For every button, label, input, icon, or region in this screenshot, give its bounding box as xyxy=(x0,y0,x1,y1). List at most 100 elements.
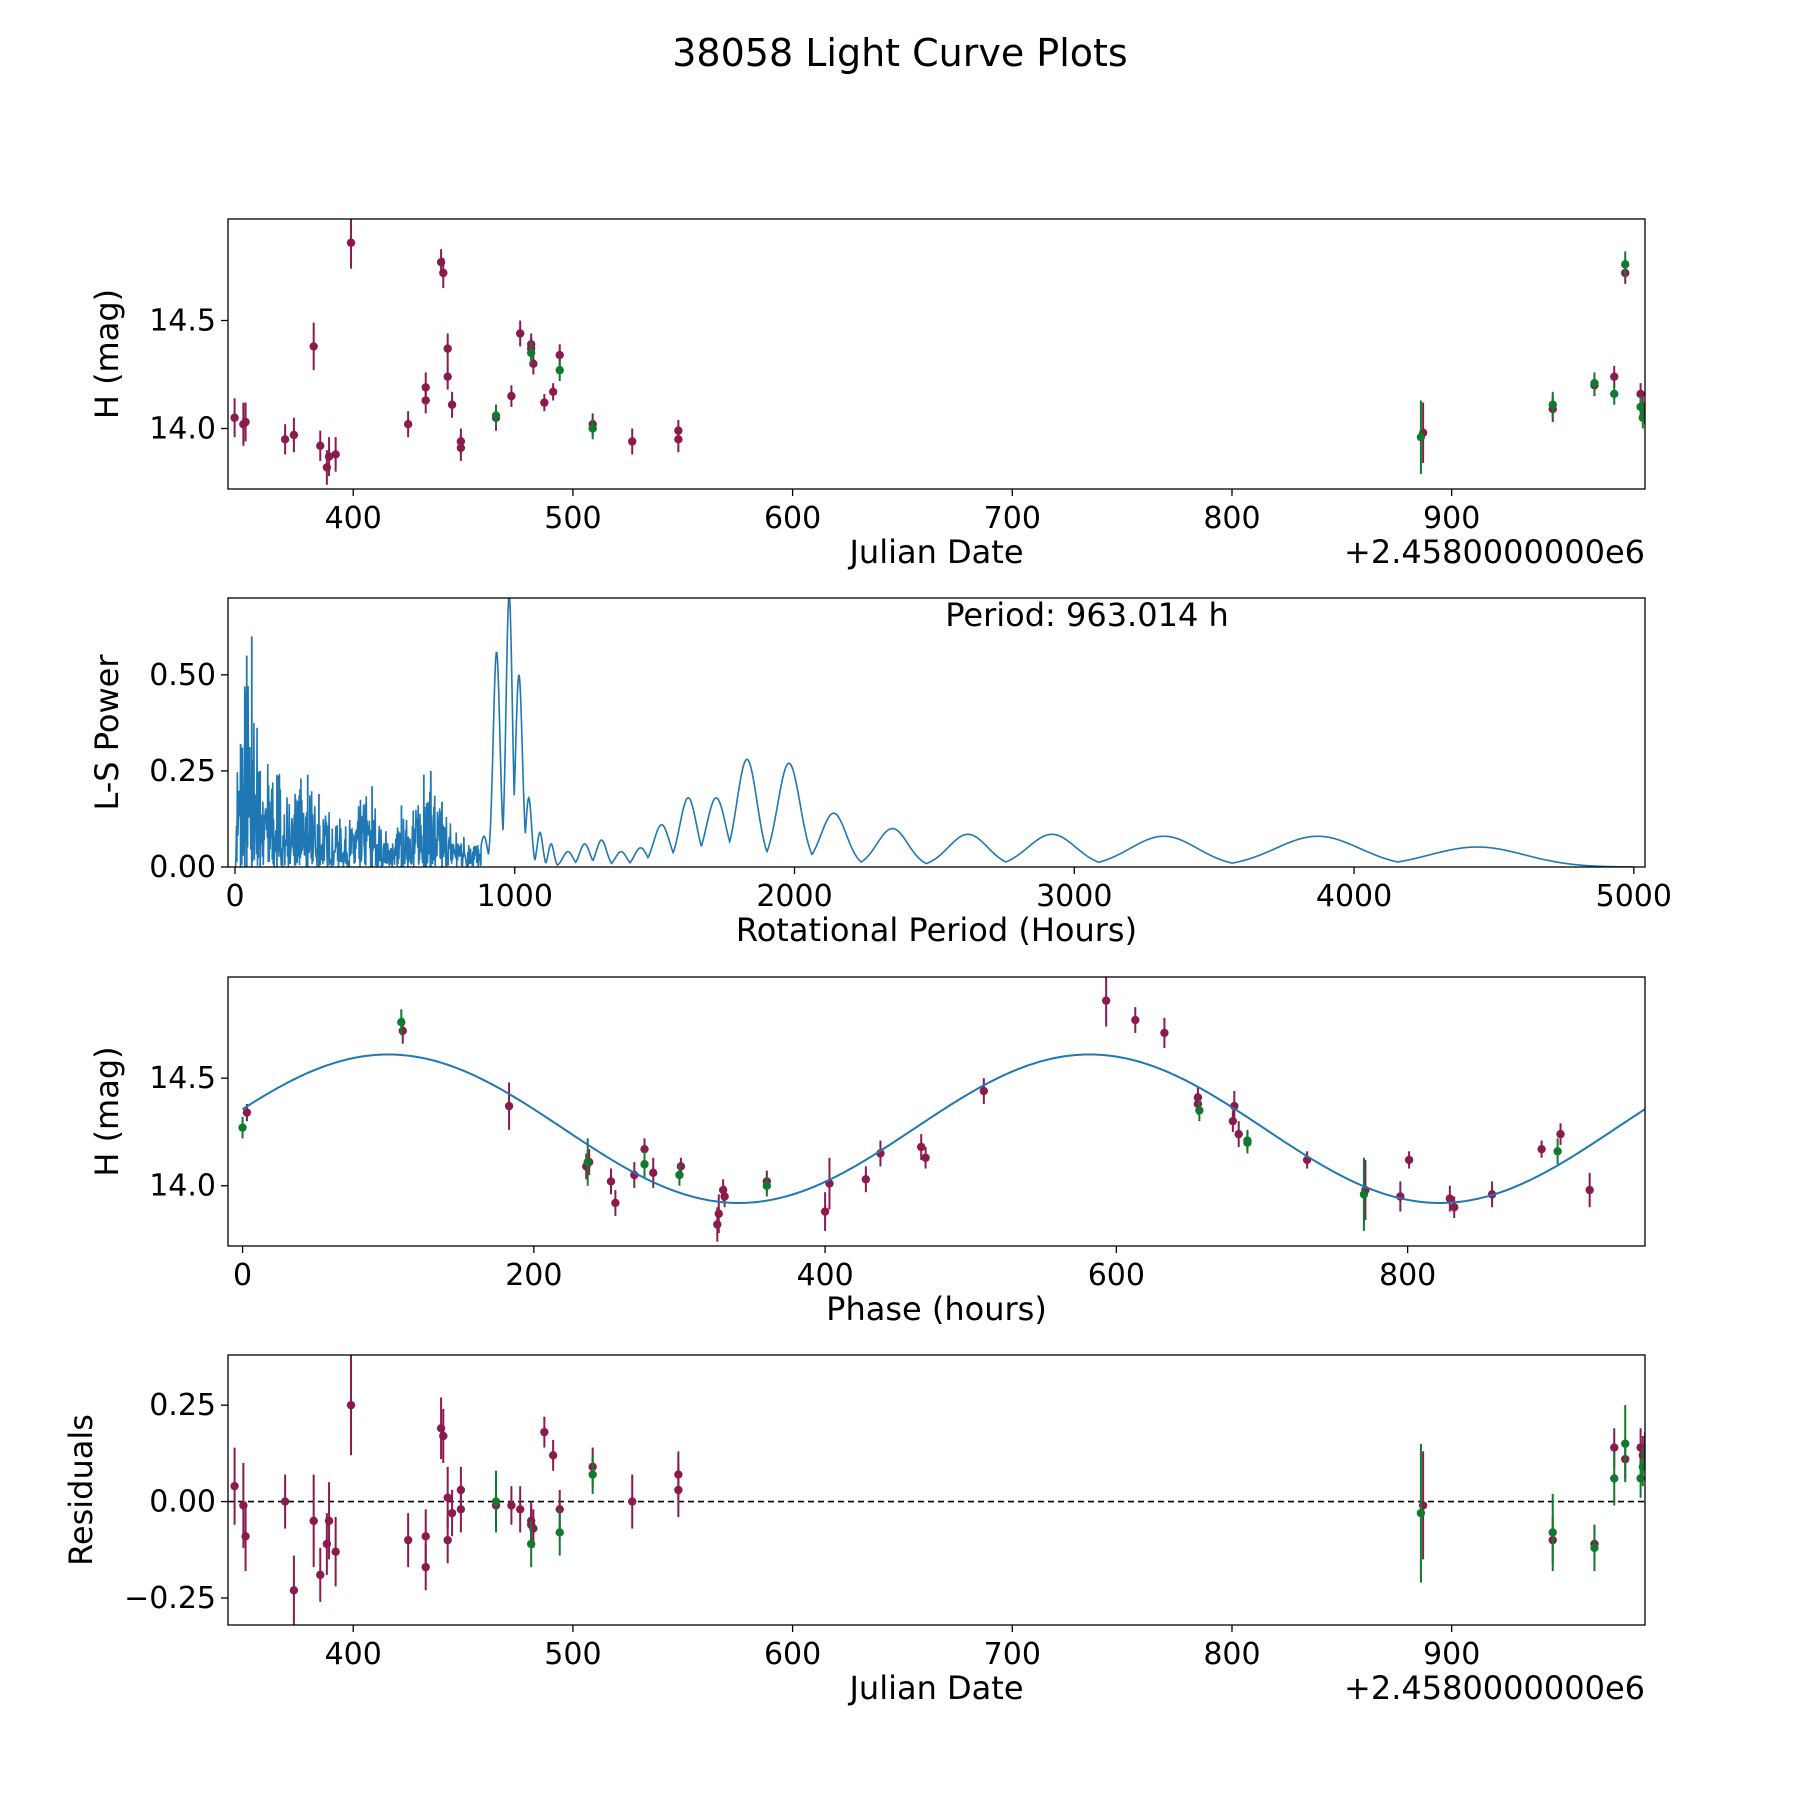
x-axis-label: Phase (hours) xyxy=(826,1290,1047,1328)
data-point xyxy=(762,1181,772,1190)
y-axis-label: H (mag) xyxy=(88,1046,126,1176)
y-tick-label: 0.25 xyxy=(149,754,216,789)
y-tick-label: 14.0 xyxy=(149,1169,216,1204)
data-point xyxy=(674,426,683,435)
data-point xyxy=(309,342,318,351)
x-tick-label: 5000 xyxy=(1596,879,1672,914)
data-point xyxy=(1610,1443,1619,1452)
data-point xyxy=(1621,1439,1630,1448)
data-point xyxy=(606,1177,616,1186)
data-point xyxy=(640,1144,649,1154)
data-point xyxy=(1450,1203,1459,1212)
period-annotation: Period: 963.014 h xyxy=(945,596,1229,634)
periodogram-panel: 0 1000 2000 3000 4000 5000 0.00 0.25 0.50 Rotatio… xyxy=(88,596,1672,949)
data-point xyxy=(491,1497,501,1506)
data-point xyxy=(588,1470,597,1479)
lightcurve-panel: 400 500 600 700 800 900 14.0 14.5 Julian Date H (… xyxy=(88,218,1646,571)
data-point xyxy=(324,1516,334,1526)
lightcurve-plot-area xyxy=(230,219,1645,485)
data-point xyxy=(1636,389,1645,399)
data-point xyxy=(1610,389,1619,399)
x-axis-label: Rotational Period (Hours) xyxy=(736,911,1137,949)
data-point xyxy=(548,1451,558,1460)
data-point xyxy=(820,1207,830,1216)
data-point xyxy=(540,1427,549,1437)
x-tick-label: 400 xyxy=(325,501,382,536)
data-point xyxy=(346,238,356,247)
data-point xyxy=(515,329,525,338)
y-tick-label: 14.5 xyxy=(149,1061,216,1096)
data-point xyxy=(515,1505,525,1514)
x-tick-label: 700 xyxy=(984,501,1041,536)
data-point xyxy=(309,1516,318,1526)
data-point xyxy=(526,348,536,358)
data-point xyxy=(447,1508,457,1518)
x-tick-label: 600 xyxy=(1088,1258,1145,1293)
data-point xyxy=(280,435,290,444)
data-point xyxy=(324,452,334,461)
residuals-axes-frame xyxy=(227,1354,1646,1626)
data-point xyxy=(456,437,466,446)
phased-series-2 xyxy=(238,1009,1562,1231)
x-tick-label: 400 xyxy=(325,1637,382,1672)
x-tick-label: 600 xyxy=(764,501,821,536)
data-point xyxy=(507,391,516,401)
data-point xyxy=(316,1570,325,1580)
data-point xyxy=(628,437,637,446)
x-tick-label: 2000 xyxy=(756,879,832,914)
data-point xyxy=(403,1535,413,1545)
data-point xyxy=(331,450,340,459)
data-point xyxy=(1101,996,1111,1005)
data-point xyxy=(861,1175,871,1184)
x-tick-label: 900 xyxy=(1423,501,1480,536)
lightcurve-series-2 xyxy=(491,251,1645,474)
data-point xyxy=(403,420,413,429)
x-axis-offset-text: +2.4580000000e6 xyxy=(1344,1669,1645,1707)
data-point xyxy=(443,344,452,353)
data-point xyxy=(1131,1015,1140,1025)
periodogram-axes-frame xyxy=(227,597,1646,868)
y-tick-label: 14.0 xyxy=(149,412,216,447)
data-point xyxy=(421,1562,430,1572)
y-tick-label: 0.50 xyxy=(149,658,216,693)
phased-series-1 xyxy=(242,977,1594,1242)
data-point xyxy=(1610,372,1619,381)
lightcurve-series-1 xyxy=(230,219,1645,485)
data-point xyxy=(526,1539,536,1549)
x-tick-label: 700 xyxy=(984,1637,1041,1672)
x-axis-offset-text: +2.4580000000e6 xyxy=(1344,533,1645,571)
data-point xyxy=(1610,1474,1619,1483)
data-point xyxy=(289,430,299,440)
data-point xyxy=(421,383,430,392)
data-point xyxy=(675,1170,684,1180)
x-tick-label: 1000 xyxy=(477,879,553,914)
data-point xyxy=(979,1086,989,1096)
data-point xyxy=(1416,1508,1426,1518)
fitted-model-curve xyxy=(242,1053,1645,1204)
data-point xyxy=(676,1162,686,1171)
data-point xyxy=(917,1142,926,1152)
data-point xyxy=(443,1493,452,1502)
data-point xyxy=(397,1017,406,1027)
data-point xyxy=(230,413,239,422)
phased-lightcurve-panel: 0 200 400 600 800 14.0 14.5 Phase (hours) H (mag… xyxy=(88,976,1646,1328)
data-point xyxy=(921,1153,930,1162)
data-point xyxy=(1404,1155,1414,1165)
figure-title: 38058 Light Curve Plots xyxy=(672,31,1127,75)
residuals-plot-area xyxy=(228,1355,1645,1625)
data-point xyxy=(674,1485,683,1495)
residuals-series-1 xyxy=(230,1355,1645,1625)
x-tick-label: 800 xyxy=(1379,1258,1436,1293)
data-point xyxy=(398,1026,407,1036)
x-axis-label: Julian Date xyxy=(847,533,1023,571)
data-point xyxy=(504,1101,514,1111)
x-tick-label: 0 xyxy=(225,879,244,914)
x-tick-label: 4000 xyxy=(1316,879,1392,914)
data-point xyxy=(1548,1528,1557,1537)
data-point xyxy=(714,1209,723,1218)
x-tick-label: 500 xyxy=(544,501,601,536)
data-point xyxy=(1537,1144,1546,1154)
data-point xyxy=(242,1108,252,1117)
residuals-panel: 400 500 600 700 800 900 −0.25 0.00 0.25 Julian Da… xyxy=(62,1354,1646,1707)
